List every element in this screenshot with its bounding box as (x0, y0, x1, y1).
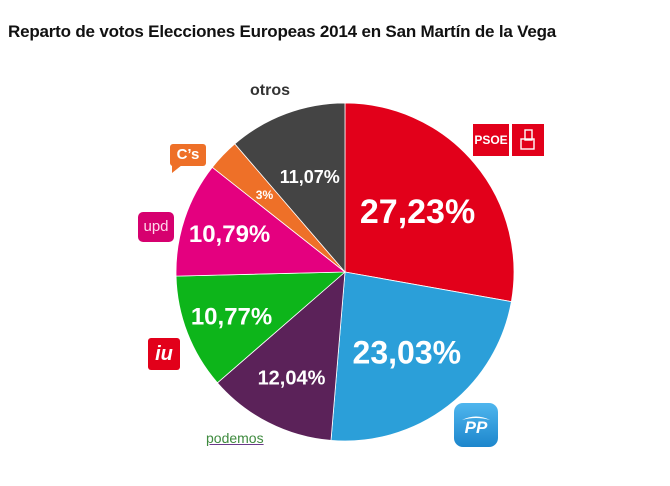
otros-legend-label: otros (250, 82, 290, 99)
pie-slice-otros (234, 102, 346, 274)
iu-logo: iu (148, 338, 180, 370)
pp-logo-text: PP (464, 418, 488, 437)
podemos-logo: podemos (206, 430, 264, 446)
speech-tail-icon (172, 165, 182, 173)
pie-slice-iu (175, 271, 347, 384)
pp-logo: PP (454, 403, 498, 447)
slice-label-upyd: 10,79% (189, 221, 270, 248)
cs-logo-text: C’s (170, 144, 206, 166)
cs-logo: C’s (170, 144, 208, 174)
slice-label-iu: 10,77% (191, 303, 272, 330)
chart-title: Reparto de votos Elecciones Europeas 201… (8, 22, 557, 41)
pie-slice-psoe (344, 102, 515, 303)
psoe-logo-text: PSOE (473, 124, 509, 156)
pie-slice-podemos (216, 271, 346, 441)
seagull-icon (462, 416, 490, 420)
slice-label-cs: 3% (256, 188, 274, 202)
slice-label-otros: 11,07% (280, 167, 340, 187)
pie-slice-pp (330, 271, 512, 442)
rose-fist-icon (512, 124, 544, 156)
upyd-logo: upd (138, 212, 174, 242)
slice-label-psoe: 27,23% (360, 193, 475, 231)
pie-slice-upyd (175, 166, 347, 277)
psoe-logo: PSOE (473, 124, 544, 156)
slice-label-podemos: 12,04% (258, 368, 326, 390)
slice-label-pp: 23,03% (353, 335, 462, 371)
